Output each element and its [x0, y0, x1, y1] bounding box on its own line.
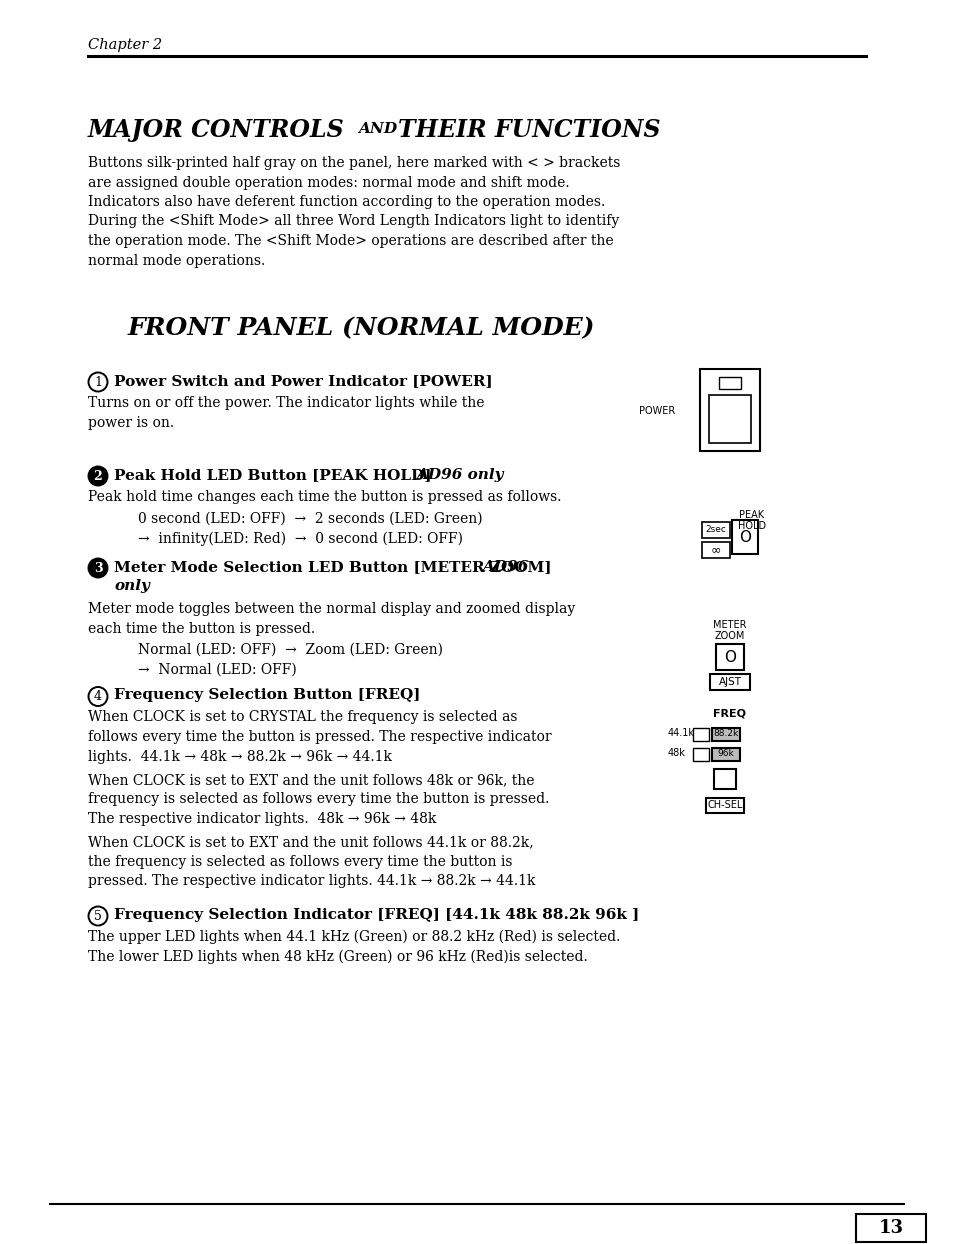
- Text: AD96 only: AD96 only: [416, 468, 503, 481]
- Text: O: O: [723, 649, 735, 664]
- Text: 5: 5: [94, 909, 102, 923]
- Text: O: O: [739, 530, 750, 545]
- Text: ZOOM: ZOOM: [714, 631, 744, 641]
- Text: The respective indicator lights.  48k → 96k → 48k: The respective indicator lights. 48k → 9…: [88, 812, 436, 826]
- Text: follows every time the button is pressed. The respective indicator: follows every time the button is pressed…: [88, 730, 551, 744]
- Text: only: only: [113, 578, 150, 593]
- Bar: [719, 377, 740, 389]
- Bar: [711, 748, 740, 760]
- Text: Indicators also have deferent function according to the operation modes.: Indicators also have deferent function a…: [88, 195, 604, 209]
- Bar: [708, 396, 750, 443]
- Text: →  infinity(LED: Red)  →  0 second (LED: OFF): → infinity(LED: Red) → 0 second (LED: OF…: [138, 531, 462, 546]
- Text: Buttons silk-printed half gray on the panel, here marked with < > brackets: Buttons silk-printed half gray on the pa…: [88, 156, 619, 170]
- Text: Chapter 2: Chapter 2: [88, 39, 162, 52]
- Bar: [709, 674, 749, 690]
- Bar: [716, 644, 743, 671]
- Text: 88.2k: 88.2k: [713, 729, 738, 738]
- Text: Normal (LED: OFF)  →  Zoom (LED: Green): Normal (LED: OFF) → Zoom (LED: Green): [138, 643, 442, 657]
- Text: 44.1k: 44.1k: [667, 729, 695, 739]
- Text: 0 second (LED: OFF)  →  2 seconds (LED: Green): 0 second (LED: OFF) → 2 seconds (LED: Gr…: [138, 513, 482, 526]
- Text: the operation mode. The <Shift Mode> operations are described after the: the operation mode. The <Shift Mode> ope…: [88, 234, 613, 248]
- Text: Meter Mode Selection LED Button [METER ZOOM]: Meter Mode Selection LED Button [METER Z…: [113, 560, 551, 573]
- Text: THEIR FUNCTIONS: THEIR FUNCTIONS: [397, 118, 659, 142]
- Text: Peak hold time changes each time the button is pressed as follows.: Peak hold time changes each time the but…: [88, 490, 561, 504]
- Text: Turns on or off the power. The indicator lights while the: Turns on or off the power. The indicator…: [88, 396, 484, 411]
- Text: Peak Hold LED Button [PEAK HOLD]: Peak Hold LED Button [PEAK HOLD]: [113, 468, 431, 481]
- Text: 1: 1: [94, 376, 102, 388]
- Text: 4: 4: [94, 690, 102, 703]
- Text: POWER: POWER: [639, 406, 675, 415]
- Text: 2: 2: [93, 469, 102, 483]
- Text: AND: AND: [357, 122, 396, 136]
- Text: METER: METER: [713, 620, 746, 629]
- Text: are assigned double operation modes: normal mode and shift mode.: are assigned double operation modes: nor…: [88, 175, 569, 189]
- Circle shape: [89, 466, 108, 485]
- Bar: [705, 797, 743, 812]
- Bar: [700, 369, 760, 452]
- Text: When CLOCK is set to EXT and the unit follows 48k or 96k, the: When CLOCK is set to EXT and the unit fo…: [88, 773, 534, 787]
- Text: normal mode operations.: normal mode operations.: [88, 254, 265, 267]
- Text: frequency is selected as follows every time the button is pressed.: frequency is selected as follows every t…: [88, 792, 549, 806]
- Text: 2sec: 2sec: [705, 525, 725, 535]
- Text: MAJOR CONTROLS: MAJOR CONTROLS: [88, 118, 344, 142]
- Text: Frequency Selection Indicator [FREQ] [44.1k 48k 88.2k 96k ]: Frequency Selection Indicator [FREQ] [44…: [113, 908, 639, 922]
- Circle shape: [89, 559, 108, 577]
- Text: The upper LED lights when 44.1 kHz (Green) or 88.2 kHz (Red) is selected.: The upper LED lights when 44.1 kHz (Gree…: [88, 931, 619, 944]
- Text: FREQ: FREQ: [713, 709, 745, 719]
- Text: lights.  44.1k → 48k → 88.2k → 96k → 44.1k: lights. 44.1k → 48k → 88.2k → 96k → 44.1…: [88, 749, 392, 764]
- Text: 96k: 96k: [717, 749, 734, 758]
- Text: Frequency Selection Button [FREQ]: Frequency Selection Button [FREQ]: [113, 688, 420, 703]
- Text: power is on.: power is on.: [88, 415, 174, 429]
- Text: During the <Shift Mode> all three Word Length Indicators light to identify: During the <Shift Mode> all three Word L…: [88, 214, 618, 229]
- Bar: [713, 769, 735, 789]
- Bar: [711, 728, 740, 740]
- Text: AD96: AD96: [481, 560, 528, 573]
- Text: Meter mode toggles between the normal display and zoomed display: Meter mode toggles between the normal di…: [88, 602, 575, 616]
- Text: AJST: AJST: [718, 677, 740, 687]
- Text: each time the button is pressed.: each time the button is pressed.: [88, 622, 314, 636]
- Bar: [692, 728, 708, 740]
- Text: FRONT PANEL (NORMAL MODE): FRONT PANEL (NORMAL MODE): [128, 316, 595, 340]
- Text: PEAK: PEAK: [739, 510, 763, 520]
- Text: ∞: ∞: [710, 544, 720, 556]
- Text: the frequency is selected as follows every time the button is: the frequency is selected as follows eve…: [88, 855, 512, 870]
- Text: pressed. The respective indicator lights. 44.1k → 88.2k → 44.1k: pressed. The respective indicator lights…: [88, 875, 535, 888]
- Bar: [855, 1214, 925, 1242]
- Text: 13: 13: [878, 1219, 902, 1237]
- Bar: [731, 520, 758, 554]
- Text: 3: 3: [93, 561, 102, 575]
- Bar: [701, 542, 729, 559]
- Text: When CLOCK is set to EXT and the unit follows 44.1k or 88.2k,: When CLOCK is set to EXT and the unit fo…: [88, 836, 533, 850]
- Text: →  Normal (LED: OFF): → Normal (LED: OFF): [138, 663, 296, 677]
- Bar: [701, 522, 729, 537]
- Text: HOLD: HOLD: [738, 521, 765, 531]
- Text: Power Switch and Power Indicator [POWER]: Power Switch and Power Indicator [POWER]: [113, 374, 492, 388]
- Text: 48k: 48k: [667, 749, 685, 759]
- Text: The lower LED lights when 48 kHz (Green) or 96 kHz (Red)is selected.: The lower LED lights when 48 kHz (Green)…: [88, 949, 587, 964]
- Bar: [692, 748, 708, 760]
- Text: When CLOCK is set to CRYSTAL the frequency is selected as: When CLOCK is set to CRYSTAL the frequen…: [88, 710, 517, 724]
- Text: CH-SEL: CH-SEL: [706, 800, 741, 810]
